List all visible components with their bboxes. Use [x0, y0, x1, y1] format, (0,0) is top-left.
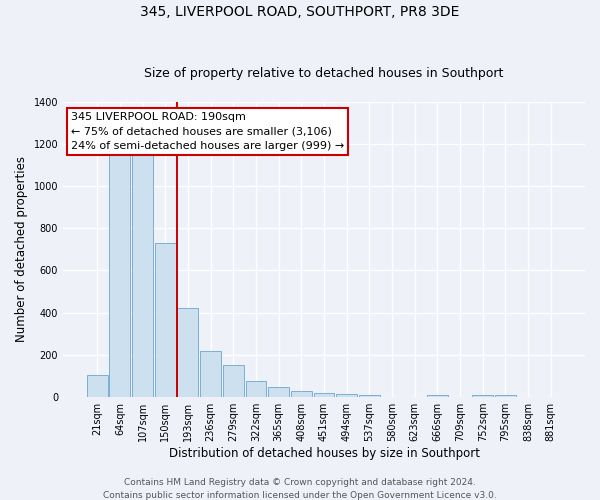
Bar — [87, 375, 107, 397]
Bar — [427, 395, 448, 397]
Bar — [359, 395, 380, 397]
Bar — [155, 243, 176, 397]
Bar — [291, 390, 312, 397]
Bar — [472, 395, 493, 397]
Bar — [132, 152, 153, 397]
Bar — [178, 308, 199, 397]
Bar — [314, 393, 334, 397]
Title: Size of property relative to detached houses in Southport: Size of property relative to detached ho… — [145, 66, 504, 80]
Bar — [268, 386, 289, 397]
Text: 345, LIVERPOOL ROAD, SOUTHPORT, PR8 3DE: 345, LIVERPOOL ROAD, SOUTHPORT, PR8 3DE — [140, 5, 460, 19]
Bar — [223, 366, 244, 397]
Y-axis label: Number of detached properties: Number of detached properties — [15, 156, 28, 342]
Bar — [336, 394, 357, 397]
Bar — [495, 395, 516, 397]
Bar — [109, 152, 130, 397]
Text: 345 LIVERPOOL ROAD: 190sqm
← 75% of detached houses are smaller (3,106)
24% of s: 345 LIVERPOOL ROAD: 190sqm ← 75% of deta… — [71, 112, 344, 152]
Bar — [245, 381, 266, 397]
Bar — [200, 350, 221, 397]
X-axis label: Distribution of detached houses by size in Southport: Distribution of detached houses by size … — [169, 447, 479, 460]
Text: Contains HM Land Registry data © Crown copyright and database right 2024.
Contai: Contains HM Land Registry data © Crown c… — [103, 478, 497, 500]
